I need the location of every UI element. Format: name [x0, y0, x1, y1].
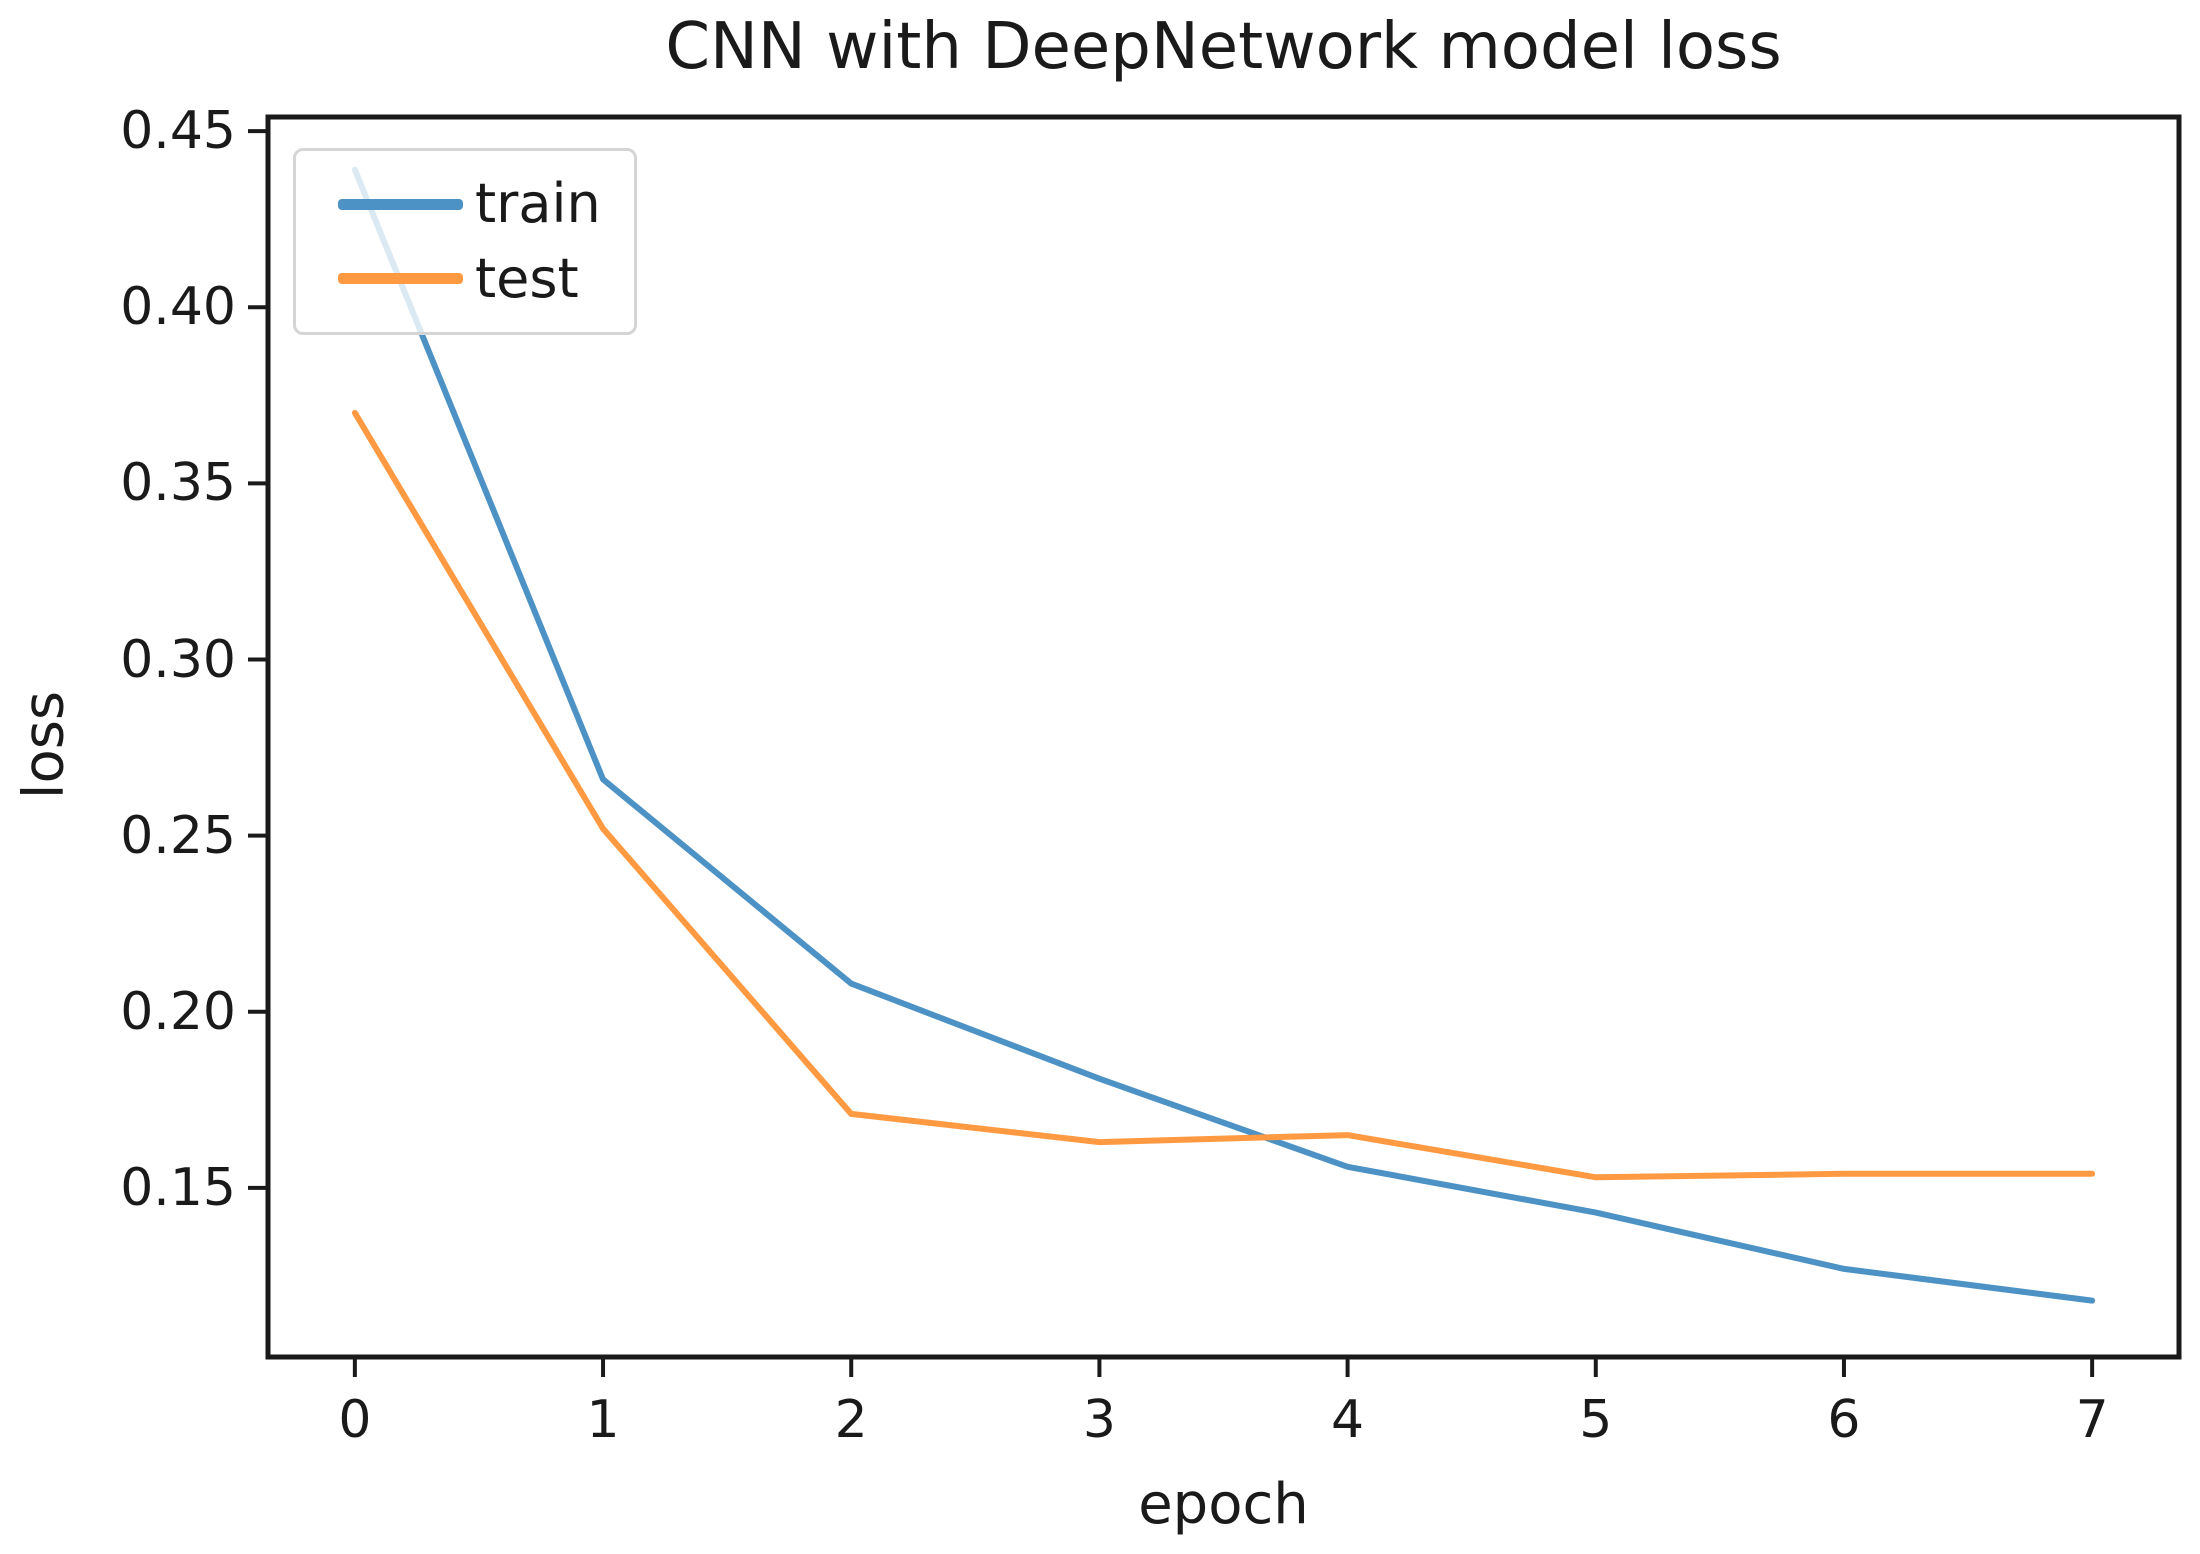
y-tick-label: 0.40	[120, 277, 236, 338]
y-tick-label: 0.20	[120, 981, 236, 1042]
x-tick-label: 5	[1579, 1390, 1613, 1450]
plot-area	[248, 114, 2182, 1377]
x-tick-label: 3	[1082, 1390, 1116, 1450]
x-axis-label: epoch	[1138, 1472, 1309, 1537]
y-tick-label: 0.15	[120, 1157, 236, 1218]
axes-spines	[265, 114, 2182, 1360]
x-tick-label: 0	[338, 1390, 372, 1450]
y-tick-label: 0.30	[120, 629, 236, 690]
x-tick-label: 6	[1827, 1390, 1861, 1450]
train-line	[351, 166, 2096, 1304]
y-axis-label: loss	[11, 690, 77, 800]
x-tick-label: 2	[834, 1390, 868, 1450]
y-tick-label: 0.35	[120, 453, 236, 514]
y-tick-label: 0.25	[120, 805, 236, 866]
x-tick-label: 1	[586, 1390, 620, 1450]
x-tick-label: 4	[1331, 1390, 1365, 1450]
chart-title: CNN with DeepNetwork model loss	[665, 10, 1782, 84]
y-tick-label: 0.45	[120, 101, 236, 162]
x-tick-label: 7	[2075, 1390, 2109, 1450]
test-line	[351, 409, 2096, 1181]
